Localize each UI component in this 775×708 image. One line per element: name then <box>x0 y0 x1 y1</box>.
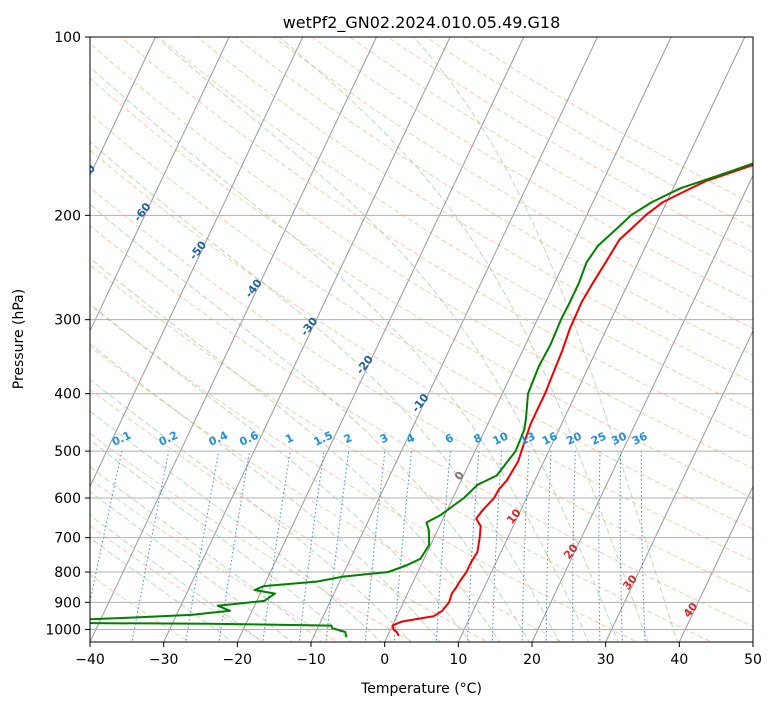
isotherm-line <box>90 37 377 642</box>
y-tick-label: 600 <box>54 491 81 507</box>
x-tick-label: 30 <box>597 652 615 668</box>
mixing-ratio-label: 10 <box>491 429 511 447</box>
isotherm-line <box>90 37 156 177</box>
isotherm-line <box>678 485 753 642</box>
isotherm-line <box>384 37 672 642</box>
mixing-ratio-line <box>545 451 552 642</box>
isotherm-line <box>752 640 753 642</box>
background-lines <box>0 37 753 642</box>
y-tick-label: 900 <box>54 595 81 611</box>
mixing-ratio-label: 25 <box>589 430 608 448</box>
isotherm-line <box>605 329 753 642</box>
y-tick-label: 300 <box>54 313 81 329</box>
y-tick-label: 1000 <box>45 622 81 638</box>
isotherm-line <box>90 37 230 333</box>
y-axis: 100 200 300 400 500 600 700 800 900 1000 <box>45 30 90 638</box>
moist-adiabat-line <box>413 37 678 642</box>
x-tick-label: 40 <box>670 652 688 668</box>
moist-adiabat-line <box>90 466 323 642</box>
x-tick-label: 0 <box>380 652 389 668</box>
mixing-ratio-label: 30 <box>609 429 629 447</box>
x-tick-label: −40 <box>75 652 105 668</box>
y-tick-label: 700 <box>54 531 81 547</box>
dry-adiabat-line <box>90 42 753 469</box>
moist-adiabat-line <box>90 303 471 642</box>
x-axis-title: Temperature (°C) <box>360 681 482 697</box>
x-tick-label: −10 <box>296 652 326 668</box>
moist-adiabat-line <box>278 37 649 642</box>
x-tick-label: 10 <box>449 652 467 668</box>
moist-adiabat-line <box>90 343 442 642</box>
dry-adiabat-line <box>90 113 753 530</box>
mixing-ratio-label: 13 <box>518 430 537 448</box>
x-tick-label: 50 <box>744 652 762 668</box>
x-tick-label: −20 <box>223 652 253 668</box>
plot-frame <box>89 36 754 643</box>
mixing-ratio-line <box>185 451 220 642</box>
mixing-ratio-label: 36 <box>630 429 650 447</box>
mixing-ratio-line <box>598 451 601 642</box>
mixing-ratio-line <box>131 450 170 642</box>
mixing-ratio-label: 20 <box>564 429 584 447</box>
mixing-ratio-line <box>90 450 123 605</box>
y-tick-label: 100 <box>54 30 81 46</box>
dry-adiabat-line <box>90 432 414 642</box>
chart-title: wetPf2_GN02.2024.010.05.49.G18 <box>283 13 561 33</box>
isotherm-line <box>457 37 746 642</box>
y-tick-label: 400 <box>54 387 81 403</box>
moist-adiabat-line <box>90 378 412 642</box>
mixing-ratio-label: 16 <box>540 429 560 447</box>
dry-adiabat-line <box>90 186 753 594</box>
mixing-ratio-line <box>491 451 503 642</box>
moist-adiabat-line <box>90 491 293 642</box>
isotherm-line <box>310 37 598 642</box>
dry-adiabat-line <box>120 37 753 440</box>
isotherm-line <box>236 37 525 642</box>
mixing-ratio-line <box>572 451 576 642</box>
dewpoint-profile-line <box>90 162 753 638</box>
isotherm-line <box>0 37 8 642</box>
moist-adiabat-line <box>90 257 501 642</box>
sounding-profiles <box>90 162 753 638</box>
y-tick-label: 800 <box>54 565 81 581</box>
moist-adiabat-line <box>90 439 353 642</box>
isotherm-label: -70 <box>76 162 99 186</box>
x-tick-label: 20 <box>523 652 541 668</box>
pressure-gridlines <box>90 37 753 630</box>
temperature-profile-line <box>391 164 753 637</box>
isotherm-label: -80 <box>20 124 43 148</box>
x-axis: −40 −30 −20 −10 0 10 20 30 40 50 <box>75 642 762 668</box>
mixing-ratio-line <box>640 451 646 642</box>
plot-background <box>90 37 753 642</box>
y-axis-title: Pressure (hPa) <box>11 289 27 389</box>
background-line-labels: 0.10.20.40.611.52346810131620253036-100-… <box>20 124 701 620</box>
mixing-ratio-line <box>521 451 530 642</box>
y-tick-label: 500 <box>54 444 81 460</box>
dry-adiabat-line <box>158 37 753 411</box>
isotherm-line <box>90 37 304 488</box>
y-tick-label: 200 <box>54 208 81 224</box>
isotherm-line <box>531 174 753 642</box>
isotherm-line <box>163 37 451 642</box>
x-tick-label: −30 <box>149 652 179 668</box>
mixing-ratio-line <box>619 451 623 642</box>
